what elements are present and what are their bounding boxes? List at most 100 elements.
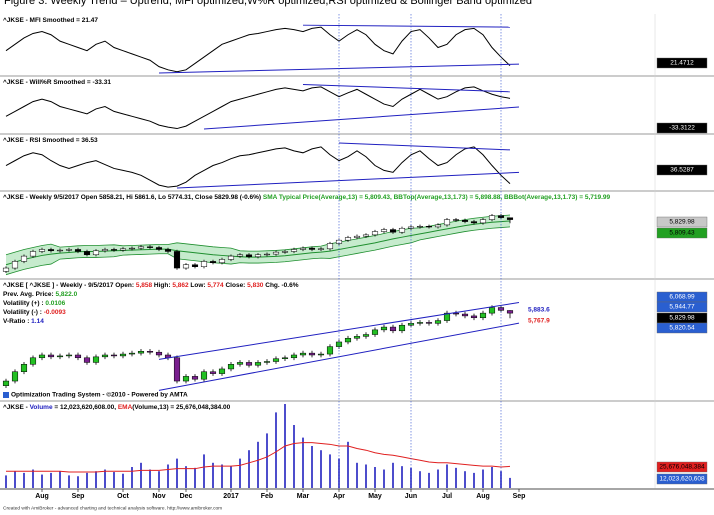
- indicator-line: [5, 86, 511, 130]
- header-segment: V-Ratio :: [3, 318, 31, 325]
- candle-body: [47, 249, 55, 252]
- panel-header: ^JKSE [ ^JKSE ] - Weekly - 9/5/2017 Open…: [3, 281, 299, 289]
- candle-body: [479, 219, 487, 224]
- candle-body: [299, 247, 307, 250]
- header-segment: Volume: [30, 404, 53, 411]
- candle-body: [209, 261, 217, 263]
- candle-body: [128, 352, 136, 355]
- footer: Created with AmiBroker - advanced charti…: [3, 505, 222, 511]
- header-segment: Low:: [189, 282, 208, 289]
- header-segment: 1.14: [31, 318, 44, 325]
- candle-body: [137, 351, 145, 354]
- candle-body: [380, 326, 388, 331]
- value-box: [656, 57, 708, 69]
- candle-body: [371, 231, 379, 236]
- candle-body: [119, 353, 127, 357]
- header-segment: Volatility (-) :: [3, 309, 44, 316]
- value-box-label: 25,676,048,384: [659, 464, 705, 471]
- header-segment: EMA: [118, 404, 133, 411]
- candle-body: [74, 354, 82, 359]
- header-segment: ^JKSE - RSI Smoothed = 36.53: [3, 136, 98, 144]
- candle-body: [155, 351, 163, 356]
- candle-body: [101, 249, 109, 252]
- panel-header: ^JKSE - MFI Smoothed = 21.47: [3, 16, 98, 24]
- value-box: [656, 322, 708, 334]
- candle-body: [506, 310, 514, 314]
- header-segment: ^JKSE - MFI Smoothed = 21.47: [3, 16, 98, 24]
- candle-body: [461, 220, 469, 222]
- candle-body: [20, 364, 28, 372]
- trendline: [302, 83, 511, 93]
- logo-icon: [3, 392, 9, 398]
- bb-bottom-line: [5, 226, 511, 276]
- candle-body: [254, 362, 262, 366]
- candle-body: [173, 357, 181, 382]
- panel-header: ^JKSE - Volume = 12,023,620,608.00, EMA(…: [3, 403, 231, 411]
- indicator-line: [5, 146, 511, 188]
- candle-body: [290, 354, 298, 359]
- candle-body: [452, 219, 460, 221]
- x-tick-label: Sep: [72, 493, 85, 500]
- candle-body: [353, 235, 361, 238]
- candle-body: [191, 264, 199, 267]
- candle-body: [281, 357, 289, 359]
- candle-body: [92, 250, 100, 256]
- value-box-label: 5,829.98: [669, 315, 695, 322]
- value-box: [656, 473, 708, 485]
- x-tick-label: Dec: [180, 493, 193, 500]
- candle-body: [128, 247, 136, 250]
- candle-body: [191, 376, 199, 380]
- header-segment: ^JKSE [ ^JKSE ] - Weekly - 9/5/2017 Open…: [3, 281, 136, 289]
- candle-body: [227, 364, 235, 370]
- candle-body: [254, 254, 262, 258]
- value-box-label: 21.4712: [670, 60, 694, 67]
- value-box-label: 5,809.43: [669, 230, 695, 237]
- candle-body: [326, 243, 334, 250]
- candle-body: [506, 217, 514, 220]
- trendline: [338, 142, 511, 151]
- x-tick-label: Nov: [152, 493, 165, 500]
- candle-body: [236, 362, 244, 365]
- candle-body: [353, 336, 361, 339]
- header-segment: 5,774: [207, 282, 224, 289]
- candle-body: [308, 352, 316, 356]
- value-box-label: 5,820.54: [669, 325, 695, 332]
- candle-body: [371, 329, 379, 335]
- candle-body: [470, 221, 478, 224]
- candle-body: [164, 249, 172, 252]
- candle-body: [173, 251, 181, 269]
- ema-line: [6, 442, 511, 473]
- trendline: [158, 302, 520, 360]
- candle-body: [344, 237, 352, 241]
- candle-body: [209, 371, 217, 374]
- value-box: [656, 461, 708, 473]
- x-tick-label: 2017: [223, 493, 239, 500]
- candle-body: [20, 255, 28, 262]
- value-box: [656, 164, 708, 176]
- candle-body: [29, 357, 37, 365]
- candle-body: [119, 248, 127, 251]
- value-box-label: 5,829.98: [669, 219, 695, 226]
- candle-body: [56, 249, 64, 252]
- header-segment: Close:: [224, 282, 247, 289]
- candle-body: [29, 251, 37, 257]
- x-tick-label: May: [368, 493, 382, 500]
- candle-body: [398, 324, 406, 332]
- candle-body: [389, 229, 397, 233]
- candle-body: [416, 225, 424, 228]
- candle-body: [146, 246, 154, 248]
- candle-body: [398, 227, 406, 233]
- x-tick-label: Oct: [117, 493, 129, 500]
- candle-body: [263, 361, 271, 363]
- candle-body: [416, 322, 424, 324]
- candle-body: [101, 354, 109, 358]
- candle-body: [92, 356, 100, 363]
- candle-body: [245, 362, 253, 366]
- candle-body: [236, 254, 244, 257]
- candle-body: [308, 247, 316, 250]
- x-tick-label: Aug: [476, 493, 490, 500]
- value-box-label: 5,944.77: [669, 304, 695, 311]
- candle-body: [263, 253, 271, 256]
- candle-body: [425, 322, 433, 324]
